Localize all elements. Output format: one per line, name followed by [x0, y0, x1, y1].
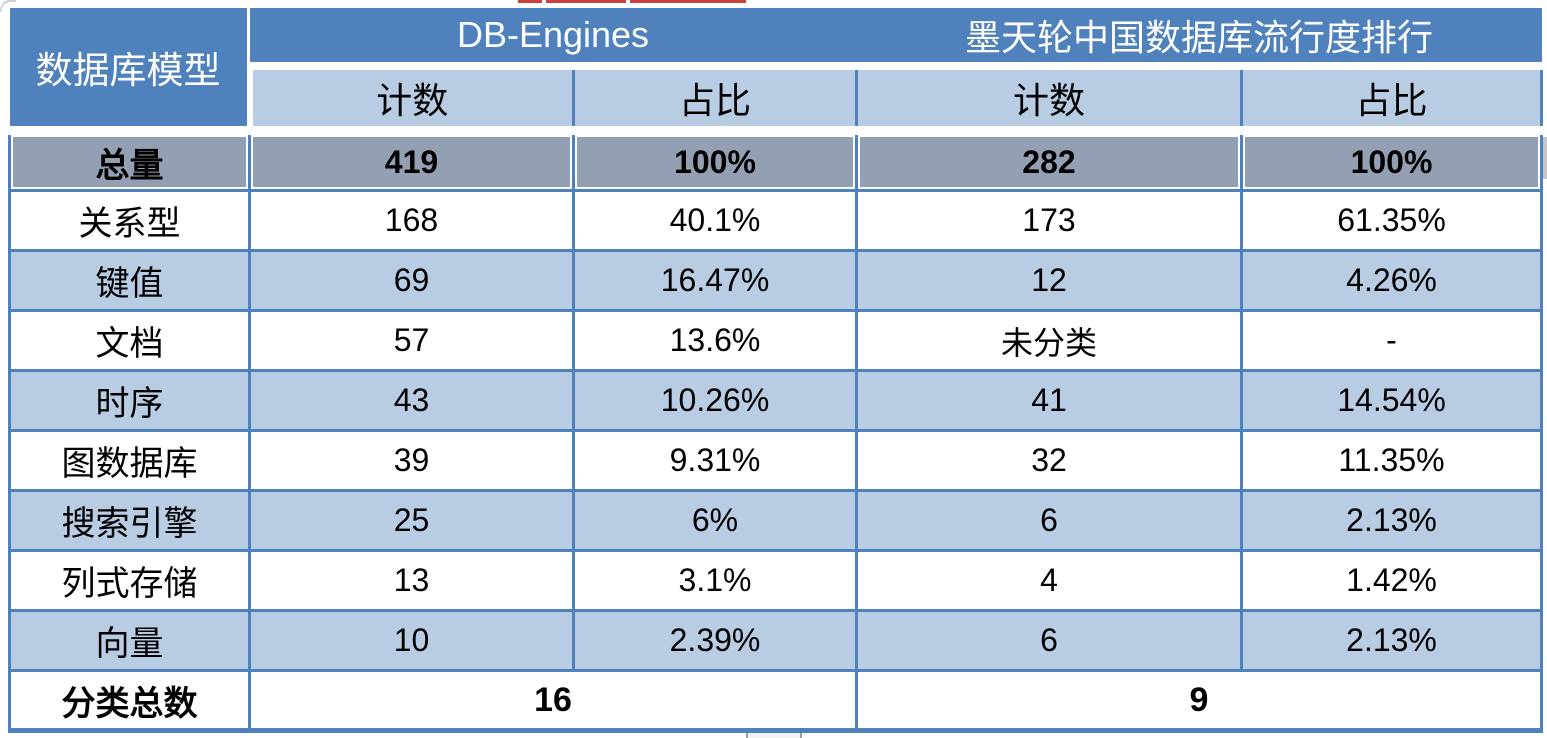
table-cell: 14.54% — [1239, 369, 1544, 432]
subheader-count-db: 计数 — [246, 66, 575, 135]
subheader-share-mtl: 占比 — [1239, 66, 1544, 135]
table-row: 时序 43 10.26% 41 14.54% — [8, 369, 1544, 432]
table-cell: 419 — [248, 129, 575, 192]
table-row: 搜索引擎 25 6% 6 2.13% — [8, 489, 1544, 552]
table-cell: 13.6% — [572, 309, 858, 372]
table-cell: 25 — [248, 489, 575, 552]
table-cell: 4 — [855, 549, 1243, 612]
red-line-artifact — [546, 0, 626, 3]
table-cell: - — [1239, 309, 1544, 372]
group-header-row: 数据库模型 DB-Engines 墨天轮中国数据库流行度排行 — [9, 8, 1542, 135]
table-cell: 168 — [248, 189, 575, 252]
row-label: 搜索引擎 — [8, 489, 251, 552]
table-cell: 11.35% — [1239, 429, 1544, 492]
table-row: 关系型 168 40.1% 173 61.35% — [8, 189, 1544, 252]
row-label: 键值 — [8, 249, 251, 312]
table-cell: 2.13% — [1239, 609, 1544, 672]
row-label: 时序 — [8, 369, 251, 432]
table-cell: 9 — [854, 669, 1544, 733]
table-row-total: 总量 419 100% 282 100% — [8, 129, 1544, 192]
db-comparison-table: 数据库模型 DB-Engines 墨天轮中国数据库流行度排行 计数 占比 计数 … — [8, 8, 1544, 733]
table-cell: 2.13% — [1239, 489, 1544, 552]
table-cell: 13 — [248, 549, 575, 612]
table-row: 图数据库 39 9.31% 32 11.35% — [8, 429, 1544, 492]
table-cell: 未分类 — [855, 309, 1243, 372]
row-label: 分类总数 — [8, 669, 251, 733]
table-cell: 4.26% — [1239, 249, 1544, 312]
group-header-motianlun: 墨天轮中国数据库流行度排行 — [856, 8, 1542, 70]
horizontal-scrollbar-thumb[interactable] — [746, 733, 802, 738]
table-cell: 2.39% — [572, 609, 858, 672]
sub-header-row: 计数 占比 计数 占比 — [10, 66, 1544, 135]
row-label: 文档 — [8, 309, 251, 372]
table-cell: 39 — [248, 429, 575, 492]
table-cell: 1.42% — [1239, 549, 1544, 612]
table-row: 文档 57 13.6% 未分类 - — [8, 309, 1544, 372]
table-cell: 9.31% — [572, 429, 858, 492]
table-cell: 12 — [855, 249, 1243, 312]
row-label: 列式存储 — [8, 549, 251, 612]
table-cell: 16 — [248, 669, 858, 733]
row-label: 关系型 — [8, 189, 251, 252]
table-cell: 10 — [248, 609, 575, 672]
table-cell: 41 — [855, 369, 1243, 432]
table-header: 数据库模型 DB-Engines 墨天轮中国数据库流行度排行 计数 占比 计数 … — [9, 8, 1544, 135]
row-label: 总量 — [8, 129, 251, 192]
red-line-artifact — [518, 0, 542, 3]
table-body: 总量 419 100% 282 100% 关系型 168 40.1% 173 61.35% 键值 69… — [8, 129, 1544, 733]
table-cell: 40.1% — [572, 189, 858, 252]
table-cell: 282 — [855, 129, 1243, 192]
table-cell: 32 — [855, 429, 1243, 492]
table-cell: 3.1% — [572, 549, 858, 612]
table-cell: 6% — [572, 489, 858, 552]
table-row: 列式存储 13 3.1% 4 1.42% — [8, 549, 1544, 612]
table-cell: 10.26% — [572, 369, 858, 432]
subheader-share-db: 占比 — [572, 66, 858, 135]
red-line-artifact — [630, 0, 746, 3]
table-cell: 16.47% — [572, 249, 858, 312]
table-cell: 100% — [572, 129, 858, 192]
table-row: 向量 10 2.39% 6 2.13% — [8, 609, 1544, 672]
row-label: 图数据库 — [8, 429, 251, 492]
subheader-count-mtl: 计数 — [855, 66, 1243, 135]
table-cell: 69 — [248, 249, 575, 312]
table-row-footer: 分类总数 16 9 — [8, 669, 1544, 733]
table-cell: 100% — [1239, 129, 1544, 192]
table-row: 键值 69 16.47% 12 4.26% — [8, 249, 1544, 312]
table-cell: 43 — [248, 369, 575, 432]
table-cell: 61.35% — [1239, 189, 1544, 252]
group-header-db-engines: DB-Engines — [249, 8, 857, 70]
table-cell: 173 — [855, 189, 1243, 252]
row-label: 向量 — [8, 609, 251, 672]
corner-header-cell: 数据库模型 — [9, 8, 250, 135]
vertical-scrollbar-thumb[interactable] — [1543, 137, 1547, 179]
table-cell: 6 — [855, 609, 1243, 672]
table-cell: 57 — [248, 309, 575, 372]
window-corner-artifact — [0, 0, 16, 12]
table-cell: 6 — [855, 489, 1243, 552]
